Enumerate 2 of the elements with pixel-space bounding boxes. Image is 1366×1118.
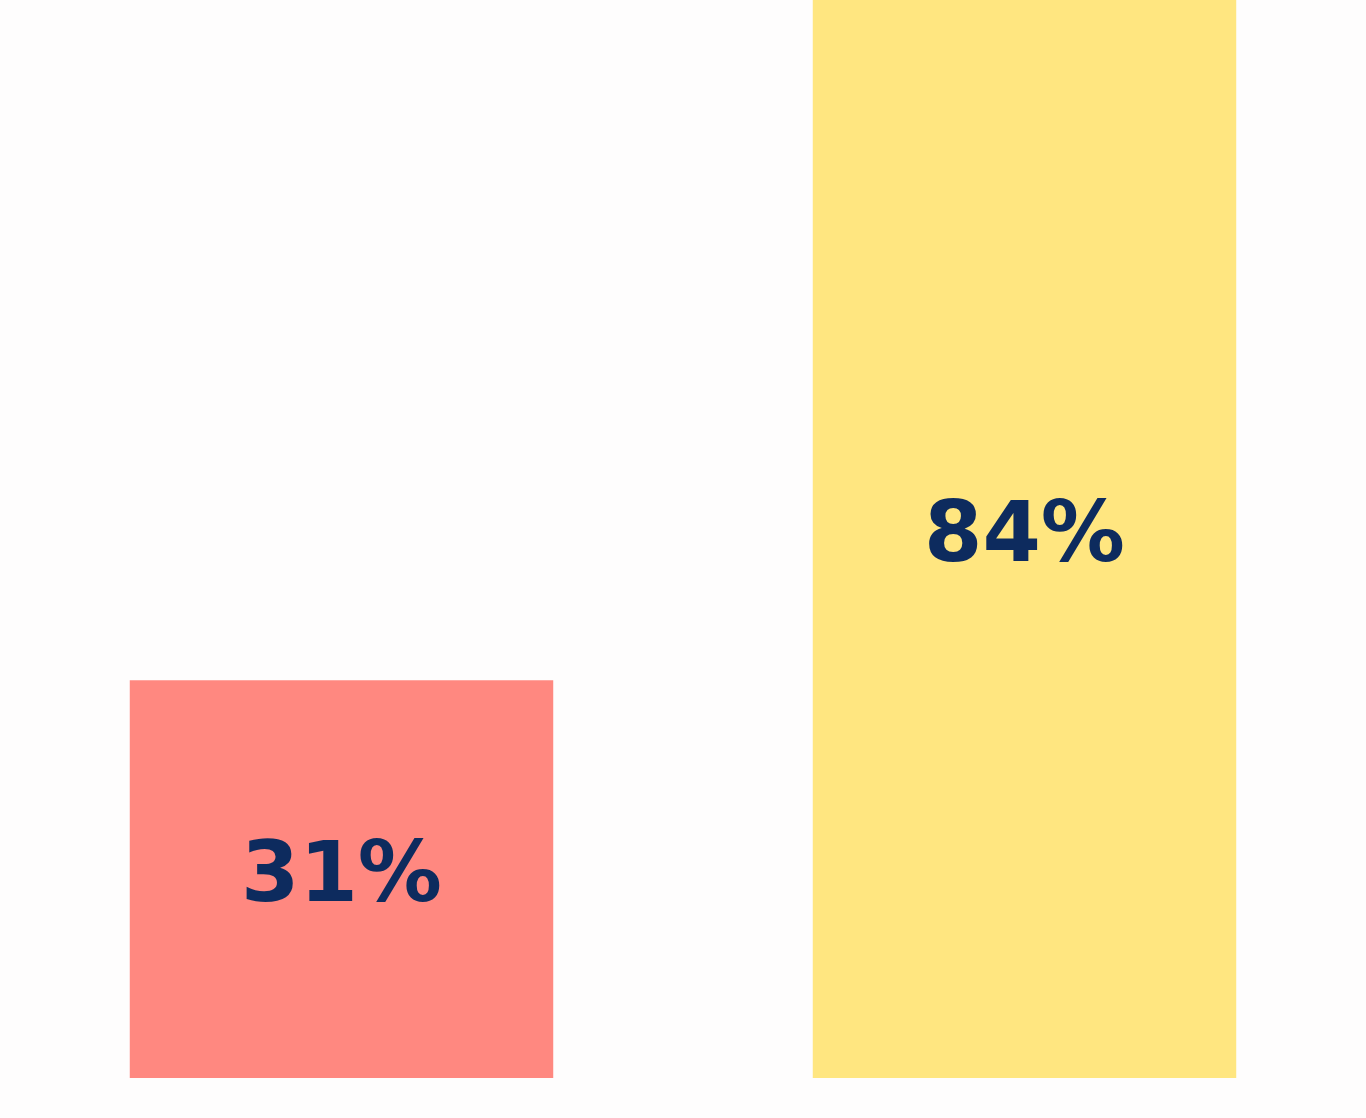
data-label: 84% bbox=[923, 482, 1126, 581]
data-label: 31% bbox=[240, 822, 443, 921]
